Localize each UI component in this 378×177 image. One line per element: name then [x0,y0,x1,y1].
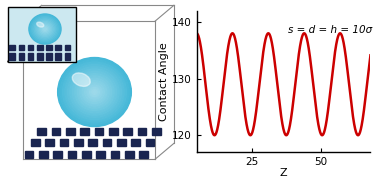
Circle shape [92,90,97,94]
Bar [68,151,76,158]
Circle shape [33,18,57,40]
Bar [28,53,34,60]
Bar [125,151,134,158]
Bar [9,45,15,50]
Bar [37,53,43,60]
Bar [37,128,46,135]
Bar [94,128,103,135]
Bar [46,45,52,50]
Circle shape [82,81,107,104]
Bar [139,151,148,158]
Bar [146,139,155,146]
Circle shape [87,85,102,99]
Bar [45,139,54,146]
Circle shape [43,28,46,30]
Bar [51,128,60,135]
Circle shape [85,83,104,101]
Bar [82,151,91,158]
Ellipse shape [72,73,90,86]
Bar [102,139,112,146]
Y-axis label: Contact Angle: Contact Angle [159,42,169,121]
Bar [131,139,140,146]
Text: s = d = h = 10σ: s = d = h = 10σ [288,25,372,35]
Circle shape [38,23,52,35]
Circle shape [29,14,61,44]
Bar [55,53,61,60]
Bar [31,139,40,146]
Bar [138,128,146,135]
Bar [19,53,24,60]
Circle shape [65,64,124,120]
Bar [96,151,105,158]
X-axis label: Z: Z [280,169,287,177]
Bar [55,45,61,50]
Bar [53,151,62,158]
Circle shape [62,62,126,122]
Circle shape [32,16,58,42]
Circle shape [70,69,119,115]
Bar [152,128,161,135]
Bar [65,45,70,50]
Bar [88,139,97,146]
Bar [109,128,118,135]
Bar [60,139,68,146]
Bar [111,151,119,158]
Bar [37,45,43,50]
Circle shape [57,58,132,127]
Bar [74,139,83,146]
Circle shape [90,87,99,97]
Circle shape [36,20,54,38]
Bar [25,151,33,158]
Circle shape [41,25,49,33]
Bar [66,128,75,135]
Circle shape [73,71,116,113]
Bar [9,53,15,60]
Ellipse shape [37,22,44,27]
Circle shape [37,21,53,37]
Bar [123,128,132,135]
Circle shape [60,60,129,124]
Bar [80,128,89,135]
Circle shape [30,15,60,43]
Circle shape [75,74,114,110]
Circle shape [77,76,112,108]
Bar [117,139,126,146]
Circle shape [40,24,50,34]
Circle shape [67,67,122,117]
Bar [65,53,70,60]
Bar [8,7,76,62]
Bar [28,45,34,50]
Bar [39,151,48,158]
Bar [46,53,52,60]
Circle shape [80,78,109,106]
Bar [19,45,24,50]
Circle shape [34,19,56,39]
Circle shape [42,27,48,32]
